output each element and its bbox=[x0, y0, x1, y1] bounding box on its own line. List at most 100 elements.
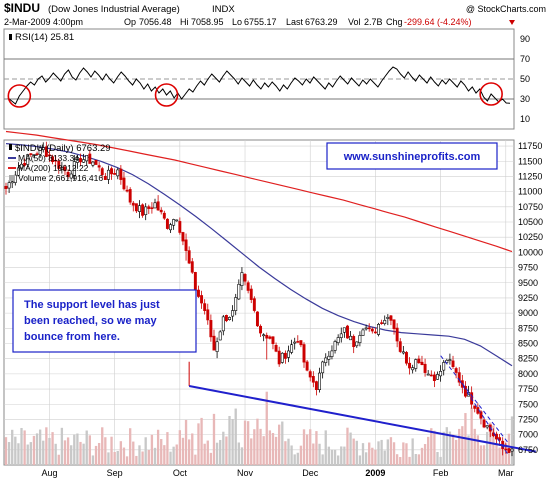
candle-body bbox=[367, 327, 371, 330]
volume-bar bbox=[215, 442, 219, 465]
support-note-line2: been reached, so we may bbox=[24, 315, 158, 327]
candle-body bbox=[485, 425, 489, 428]
candle-body bbox=[308, 371, 312, 378]
candle-body bbox=[432, 374, 436, 381]
price-y-tick: 11250 bbox=[518, 171, 542, 181]
candle-body bbox=[448, 359, 452, 361]
candle-body bbox=[361, 329, 365, 336]
header-hi: 7058.95 bbox=[191, 17, 224, 27]
header-op: 7056.48 bbox=[139, 17, 172, 27]
volume-bar bbox=[88, 435, 91, 465]
volume-bar bbox=[156, 429, 160, 465]
candle-body bbox=[339, 333, 343, 338]
candle-body bbox=[454, 368, 458, 373]
volume-bar bbox=[51, 432, 54, 465]
volume-bar bbox=[395, 454, 399, 465]
candle-body bbox=[218, 331, 222, 341]
candle-body bbox=[116, 169, 120, 177]
header-name: (Dow Jones Industrial Average) bbox=[48, 4, 180, 15]
candle-body bbox=[7, 182, 11, 189]
price-y-tick: 10500 bbox=[518, 217, 543, 227]
volume-bar bbox=[315, 431, 318, 465]
channel-lower-dashed bbox=[458, 379, 510, 457]
rsi-y-tick: 70 bbox=[520, 54, 530, 64]
volume-legend: Volume 2,661,916,416 bbox=[18, 173, 103, 183]
volume-bar bbox=[368, 442, 371, 465]
candle-body bbox=[243, 274, 247, 282]
volume-bar bbox=[253, 429, 256, 465]
candle-body bbox=[153, 202, 157, 209]
header-lo: 6755.17 bbox=[244, 17, 277, 27]
price-x-tick: Oct bbox=[173, 468, 188, 478]
volume-bar bbox=[66, 437, 70, 465]
volume-bar bbox=[7, 442, 11, 465]
candle-body bbox=[10, 181, 14, 184]
volume-bar bbox=[411, 438, 414, 465]
volume-bar bbox=[405, 443, 408, 465]
volume-bar bbox=[498, 447, 501, 465]
volume-bar bbox=[91, 455, 95, 465]
ma50-legend: MA(50) 8133.34 bbox=[18, 153, 79, 163]
price-y-tick: 8250 bbox=[518, 354, 538, 364]
candle-body bbox=[224, 315, 228, 322]
candle-body bbox=[103, 175, 107, 180]
volume-bar bbox=[336, 455, 340, 465]
candle-body bbox=[16, 167, 20, 176]
candle-body bbox=[69, 173, 73, 179]
ma200-legend: MA(200) 10012.22 bbox=[18, 163, 89, 173]
candle-body bbox=[215, 341, 219, 352]
price-y-tick: 8750 bbox=[518, 323, 538, 333]
header-op-label: Op bbox=[124, 17, 136, 27]
candle-body bbox=[404, 352, 408, 364]
volume-bar bbox=[482, 445, 486, 465]
volume-bar bbox=[495, 443, 498, 465]
candle-body bbox=[162, 212, 166, 219]
candles bbox=[4, 141, 514, 457]
candle-body bbox=[85, 155, 89, 162]
volume-bar bbox=[290, 445, 293, 465]
volume-bar bbox=[203, 443, 206, 465]
candle-body bbox=[482, 419, 486, 428]
price-y-tick: 9000 bbox=[518, 308, 538, 318]
volume-bar bbox=[206, 440, 209, 465]
volume-bar bbox=[246, 421, 250, 465]
volume-bar bbox=[110, 436, 113, 465]
volume-bar bbox=[200, 417, 203, 465]
candle-body bbox=[262, 334, 266, 337]
volume-bar bbox=[231, 419, 234, 465]
volume-bar bbox=[371, 447, 374, 465]
candle-body bbox=[457, 372, 461, 383]
volume-bar bbox=[274, 436, 278, 465]
candle-body bbox=[159, 209, 163, 213]
candle-body bbox=[249, 288, 253, 300]
candle-body bbox=[4, 185, 8, 189]
candle-body bbox=[32, 154, 36, 156]
header-chg: -299.64 (-4.24%) bbox=[404, 17, 472, 27]
volume-bar bbox=[420, 447, 424, 465]
volume-bar bbox=[305, 434, 309, 465]
volume-bar bbox=[184, 419, 188, 465]
candle-body bbox=[165, 218, 169, 229]
candle-body bbox=[221, 316, 225, 332]
candle-body bbox=[321, 361, 325, 374]
candle-body bbox=[141, 204, 145, 216]
header-copyright: @ StockCharts.com bbox=[466, 4, 546, 14]
volume-bar bbox=[209, 452, 213, 465]
volume-bar bbox=[296, 452, 299, 465]
candle-body bbox=[429, 374, 433, 377]
header-date: 2-Mar-2009 4:00pm bbox=[4, 17, 83, 27]
volume-bar bbox=[228, 415, 231, 465]
candle-body bbox=[352, 336, 356, 348]
volume-bar bbox=[45, 427, 48, 465]
volume-bar bbox=[212, 413, 216, 465]
volume-bar bbox=[163, 445, 166, 465]
price-x-tick: Aug bbox=[41, 468, 57, 478]
candle-body bbox=[355, 341, 359, 347]
volume-bar bbox=[293, 454, 296, 465]
volume-bar bbox=[281, 421, 284, 465]
volume-bar bbox=[392, 442, 396, 465]
header-last: 6763.29 bbox=[305, 17, 338, 27]
volume-bar bbox=[423, 444, 427, 465]
support-note-line3: bounce from here. bbox=[24, 331, 120, 343]
